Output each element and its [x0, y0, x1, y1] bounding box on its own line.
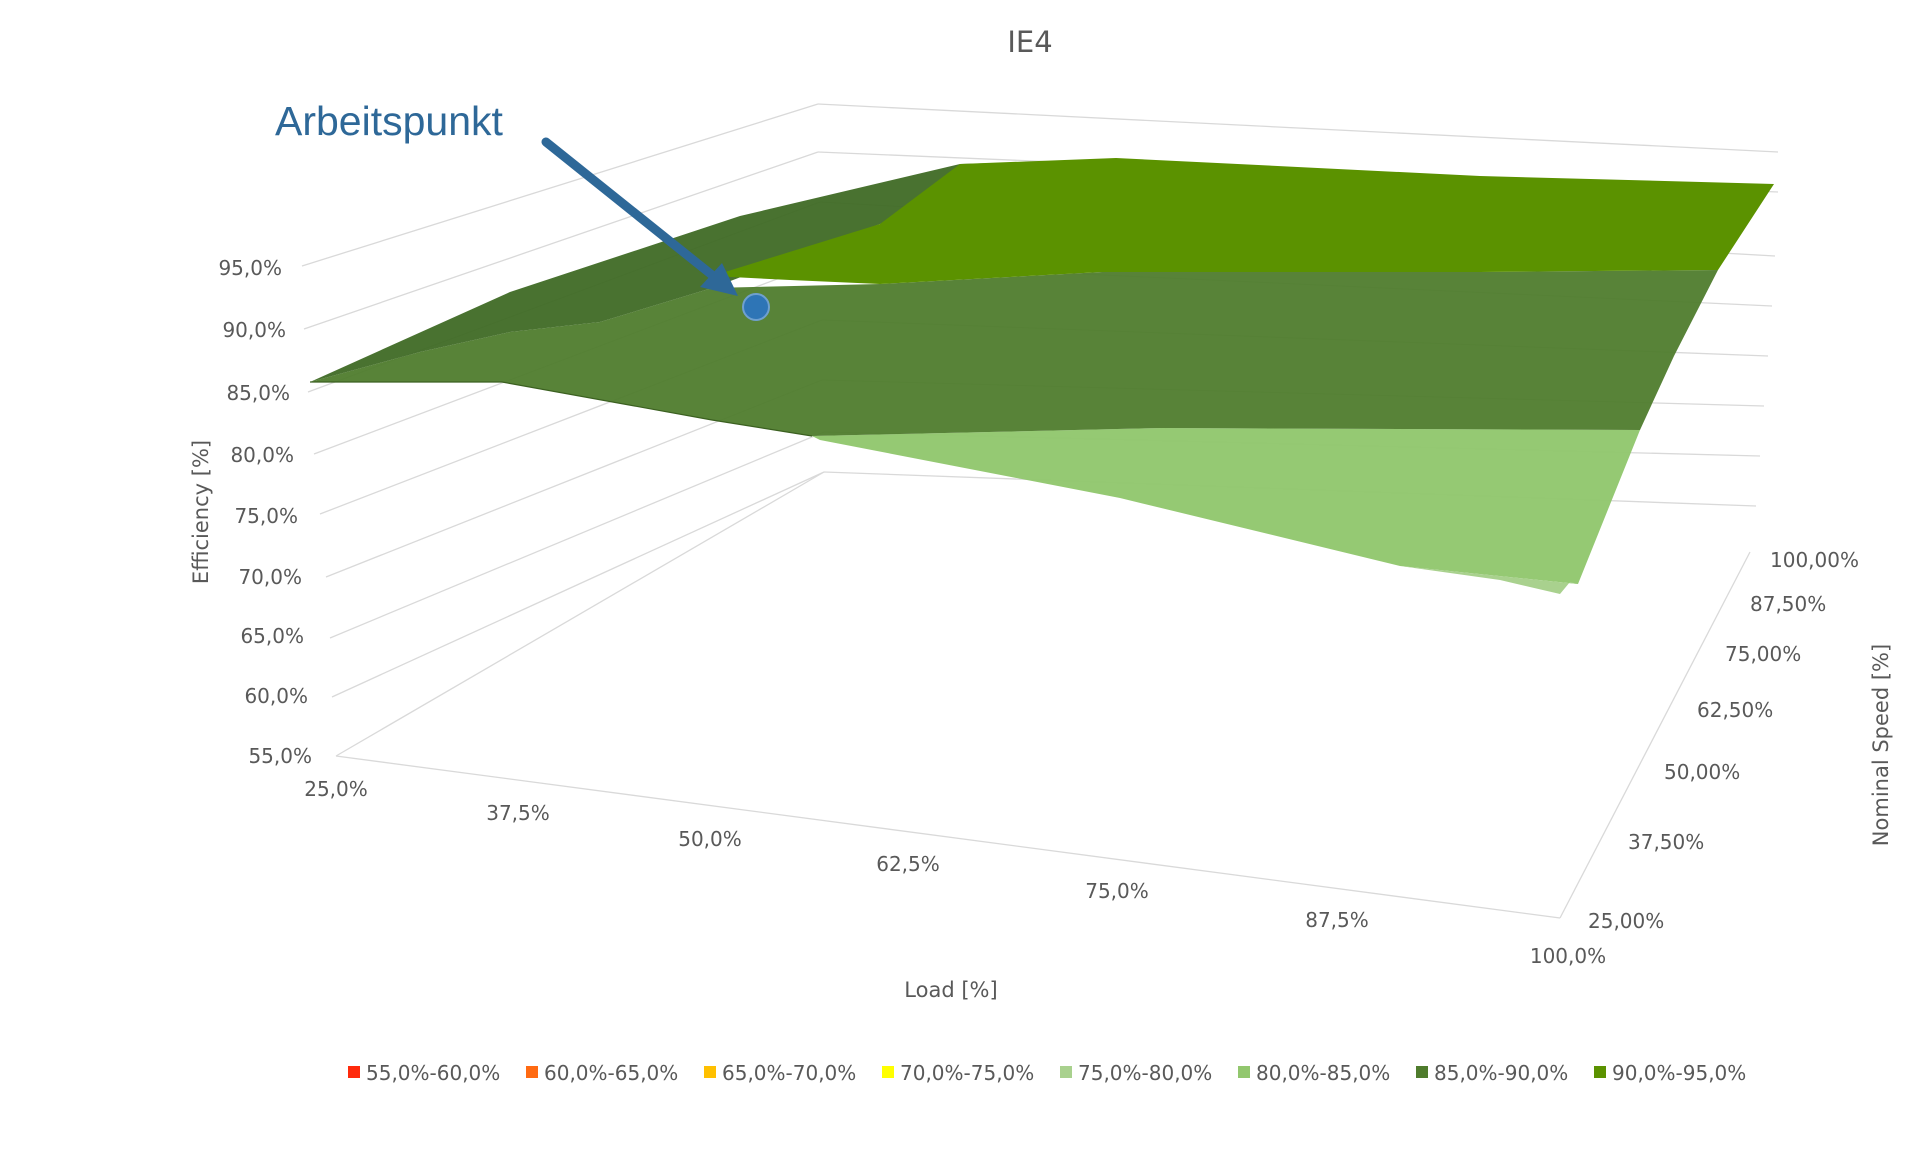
y-tick: 80,0% — [230, 443, 294, 467]
legend: 55,0%-60,0% 60,0%-65,0% 65,0%-70,0% 70,0%-7… — [348, 1061, 1746, 1085]
legend-label: 75,0%-80,0% — [1078, 1061, 1212, 1085]
legend-swatch — [1060, 1066, 1072, 1078]
legend-item: 90,0%-95,0% — [1594, 1061, 1746, 1085]
y-tick: 75,0% — [234, 504, 298, 528]
legend-swatch — [1594, 1066, 1606, 1078]
y-tick: 70,0% — [238, 565, 302, 589]
x-tick: 75,0% — [1085, 879, 1149, 903]
x-tick: 87,5% — [1305, 908, 1369, 932]
operating-point-marker — [742, 293, 770, 321]
chart-title: IE4 — [1007, 25, 1052, 59]
legend-swatch — [704, 1066, 716, 1078]
z-tick: 87,50% — [1750, 592, 1826, 616]
legend-item: 55,0%-60,0% — [348, 1061, 500, 1085]
surface — [310, 158, 1774, 594]
legend-item: 80,0%-85,0% — [1238, 1061, 1390, 1085]
legend-label: 90,0%-95,0% — [1612, 1061, 1746, 1085]
legend-item: 65,0%-70,0% — [704, 1061, 856, 1085]
z-tick: 37,50% — [1628, 830, 1704, 854]
y-axis: 95,0% 90,0% 85,0% 80,0% 75,0% 70,0% 65,0… — [218, 256, 312, 768]
surface-band-85-90-front — [310, 270, 1718, 436]
legend-swatch — [1238, 1066, 1250, 1078]
z-tick: 62,50% — [1697, 698, 1773, 722]
y-tick: 65,0% — [240, 624, 304, 648]
legend-swatch — [1416, 1066, 1428, 1078]
x-tick: 37,5% — [486, 801, 550, 825]
x-tick: 100,0% — [1530, 944, 1606, 968]
legend-label: 85,0%-90,0% — [1434, 1061, 1568, 1085]
legend-label: 55,0%-60,0% — [366, 1061, 500, 1085]
z-axis: 25,00% 37,50% 50,00% 62,50% 75,00% 87,50… — [1588, 548, 1859, 933]
legend-item: 70,0%-75,0% — [882, 1061, 1034, 1085]
legend-swatch — [882, 1066, 894, 1078]
annotation-arrow — [541, 137, 738, 296]
y-tick: 60,0% — [244, 684, 308, 708]
y-tick: 85,0% — [226, 381, 290, 405]
surface-band-75-80 — [1400, 566, 1578, 594]
legend-swatch — [526, 1066, 538, 1078]
annotation-label: Arbeitspunkt — [275, 98, 504, 144]
surface-band-80-85 — [812, 428, 1640, 584]
legend-label: 65,0%-70,0% — [722, 1061, 856, 1085]
legend-label: 70,0%-75,0% — [900, 1061, 1034, 1085]
x-tick: 62,5% — [876, 852, 940, 876]
z-tick: 100,00% — [1770, 548, 1859, 572]
legend-label: 80,0%-85,0% — [1256, 1061, 1390, 1085]
y-axis-title: Efficiency [%] — [189, 440, 213, 584]
z-tick: 75,00% — [1725, 642, 1801, 666]
x-axis-title: Load [%] — [904, 978, 997, 1002]
z-tick: 25,00% — [1588, 909, 1664, 933]
y-tick: 95,0% — [218, 256, 282, 280]
y-tick: 90,0% — [222, 318, 286, 342]
x-tick: 25,0% — [304, 777, 368, 801]
surface-edge — [310, 381, 813, 437]
x-axis: 25,0% 37,5% 50,0% 62,5% 75,0% 87,5% 100,… — [304, 777, 1606, 968]
y-tick: 55,0% — [248, 744, 312, 768]
legend-item: 60,0%-65,0% — [526, 1061, 678, 1085]
legend-swatch — [348, 1066, 360, 1078]
surface-band-90-95 — [712, 158, 1774, 284]
x-tick: 50,0% — [678, 827, 742, 851]
z-axis-title: Nominal Speed [%] — [1869, 644, 1893, 846]
legend-item: 75,0%-80,0% — [1060, 1061, 1212, 1085]
z-tick: 50,00% — [1664, 760, 1740, 784]
legend-label: 60,0%-65,0% — [544, 1061, 678, 1085]
legend-item: 85,0%-90,0% — [1416, 1061, 1568, 1085]
